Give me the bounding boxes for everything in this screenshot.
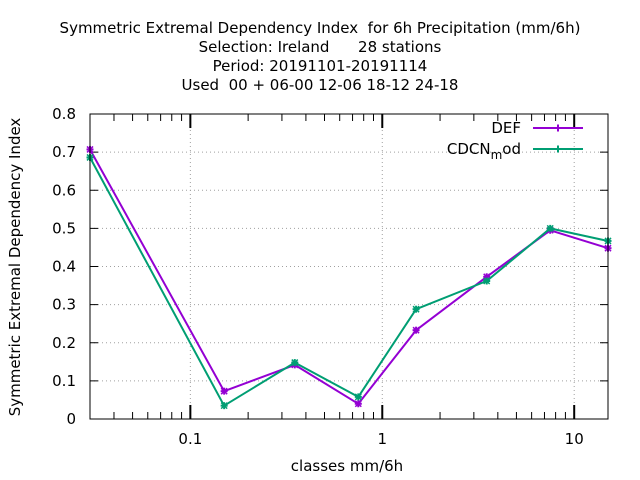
point-marker-d2 [483, 277, 491, 285]
data-point [412, 326, 420, 334]
point-marker-d2 [546, 224, 554, 232]
y-tick-label: 0.2 [52, 334, 76, 352]
data-point [546, 224, 554, 232]
point-marker-d2 [354, 393, 362, 401]
data-point [483, 277, 491, 285]
point-marker-d2 [291, 359, 299, 367]
point-marker-d2 [220, 402, 228, 410]
data-point [354, 393, 362, 401]
legend-label: CDCNmod [447, 140, 521, 162]
y-tick-label: 0.7 [52, 143, 76, 161]
y-tick-label: 0 [66, 410, 76, 428]
data-point [412, 305, 420, 313]
y-tick-label: 0.4 [52, 258, 76, 276]
y-tick-label: 0.1 [52, 372, 76, 390]
y-axis-label: Symmetric Extremal Dependency Index [6, 118, 24, 417]
x-tick-label: 0.1 [178, 430, 202, 448]
data-point [354, 400, 362, 408]
x-tick-label: 1 [378, 430, 388, 448]
legend-label: DEF [491, 119, 521, 137]
data-point [220, 402, 228, 410]
legend-item: CDCNmod [447, 140, 583, 162]
y-tick-label: 0.5 [52, 219, 76, 237]
point-marker-d2 [412, 305, 420, 313]
data-point [291, 359, 299, 367]
point-marker-d2 [220, 387, 228, 395]
plot-frame [89, 113, 609, 420]
x-axis-label: classes mm/6h [291, 457, 403, 475]
y-tick-label: 0.8 [52, 105, 76, 123]
data-point [220, 387, 228, 395]
title-line-1: Symmetric Extremal Dependency Index for … [59, 19, 581, 37]
title-line-2: Selection: Ireland 28 stations [198, 38, 442, 56]
legend-item: DEF [491, 119, 583, 137]
title-line-3: Period: 20191101-20191114 [212, 57, 428, 75]
series-line-def [89, 149, 609, 405]
point-marker-d2 [354, 400, 362, 408]
point-marker-d2 [412, 326, 420, 334]
x-tick-label: 10 [565, 430, 584, 448]
y-tick-label: 0.3 [52, 296, 76, 314]
title-line-4: Used 00 + 06-00 12-06 18-12 24-18 [181, 76, 459, 94]
y-tick-label: 0.6 [52, 181, 76, 199]
series-line-cdcn-mod [89, 157, 609, 407]
